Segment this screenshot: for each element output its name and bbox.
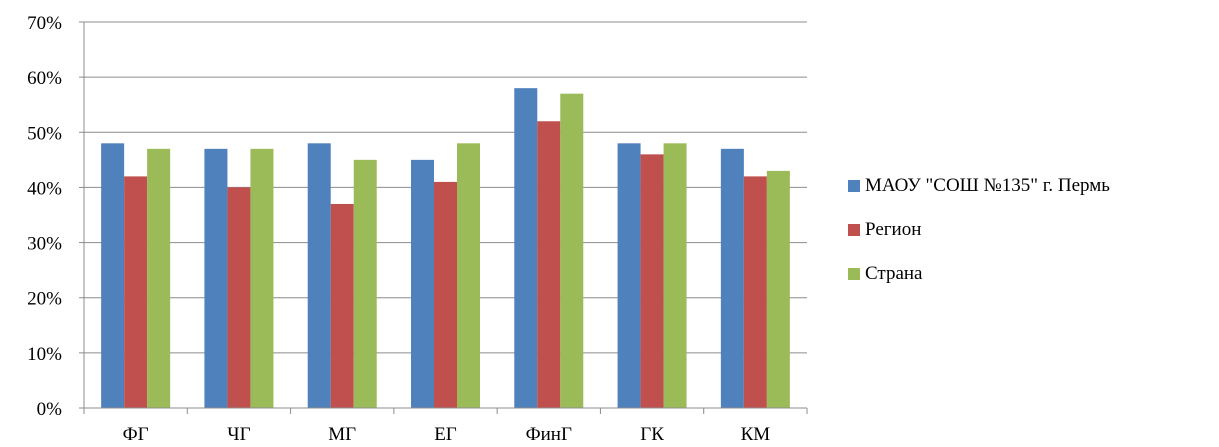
y-axis-tick-labels: 0% 10% 20% 30% 40% 50% 60% 70%	[27, 13, 62, 420]
legend-label-region: Регион	[865, 219, 922, 240]
y-tick-label: 60%	[27, 68, 62, 89]
x-tick-label: ФГ	[123, 424, 149, 445]
legend-item-school: МАОУ "СОШ №135" г. Пермь	[848, 174, 1110, 198]
y-tick-label: 0%	[37, 399, 63, 420]
x-tick-label: ГК	[640, 424, 664, 445]
bar-school	[617, 143, 641, 409]
x-tick-label: ФинГ	[526, 424, 572, 445]
x-tick-label: ЕГ	[434, 424, 457, 445]
bar-region	[537, 121, 561, 408]
legend-swatch-school	[848, 180, 860, 192]
y-tick-label: 70%	[27, 13, 62, 34]
y-tick-label: 50%	[27, 123, 62, 144]
x-tick-label: КМ	[741, 424, 771, 445]
y-tick-label: 30%	[27, 234, 62, 255]
legend: МАОУ "СОШ №135" г. Пермь Регион Страна	[848, 174, 1110, 306]
y-tick-label: 10%	[27, 344, 62, 365]
bar-school	[101, 143, 125, 409]
legend-item-country: Страна	[848, 262, 1110, 286]
bar-country	[147, 148, 171, 409]
y-tick-label: 20%	[27, 289, 62, 310]
bar-school	[307, 143, 331, 409]
bar-region	[434, 181, 457, 408]
bar-country	[663, 143, 687, 409]
bar-school	[204, 148, 228, 409]
legend-swatch-country	[848, 268, 860, 280]
bar-region	[330, 203, 354, 408]
bar-region	[743, 176, 767, 408]
x-axis-tick-labels: ФГ ЧГ МГ ЕГ ФинГ ГК КМ	[123, 424, 771, 445]
bar-country	[250, 148, 274, 409]
bar-region	[227, 187, 251, 408]
bar-country	[560, 93, 584, 408]
x-tick-label: ЧГ	[227, 424, 250, 445]
bar-school	[411, 159, 434, 408]
bar-region	[124, 176, 148, 408]
bar-country	[766, 170, 790, 408]
legend-label-school: МАОУ "СОШ №135" г. Пермь	[865, 175, 1110, 196]
bar-country	[457, 143, 480, 409]
legend-swatch-region	[848, 224, 860, 236]
bar-country	[353, 159, 377, 408]
x-tick-label: МГ	[328, 424, 356, 445]
y-tick-label: 40%	[27, 178, 62, 199]
bar-region	[640, 154, 664, 408]
axes	[83, 22, 808, 414]
bar-school	[720, 148, 744, 409]
bars	[101, 88, 790, 409]
legend-item-region: Регион	[848, 218, 1110, 242]
bar-school	[514, 88, 538, 409]
legend-label-country: Страна	[865, 263, 923, 284]
